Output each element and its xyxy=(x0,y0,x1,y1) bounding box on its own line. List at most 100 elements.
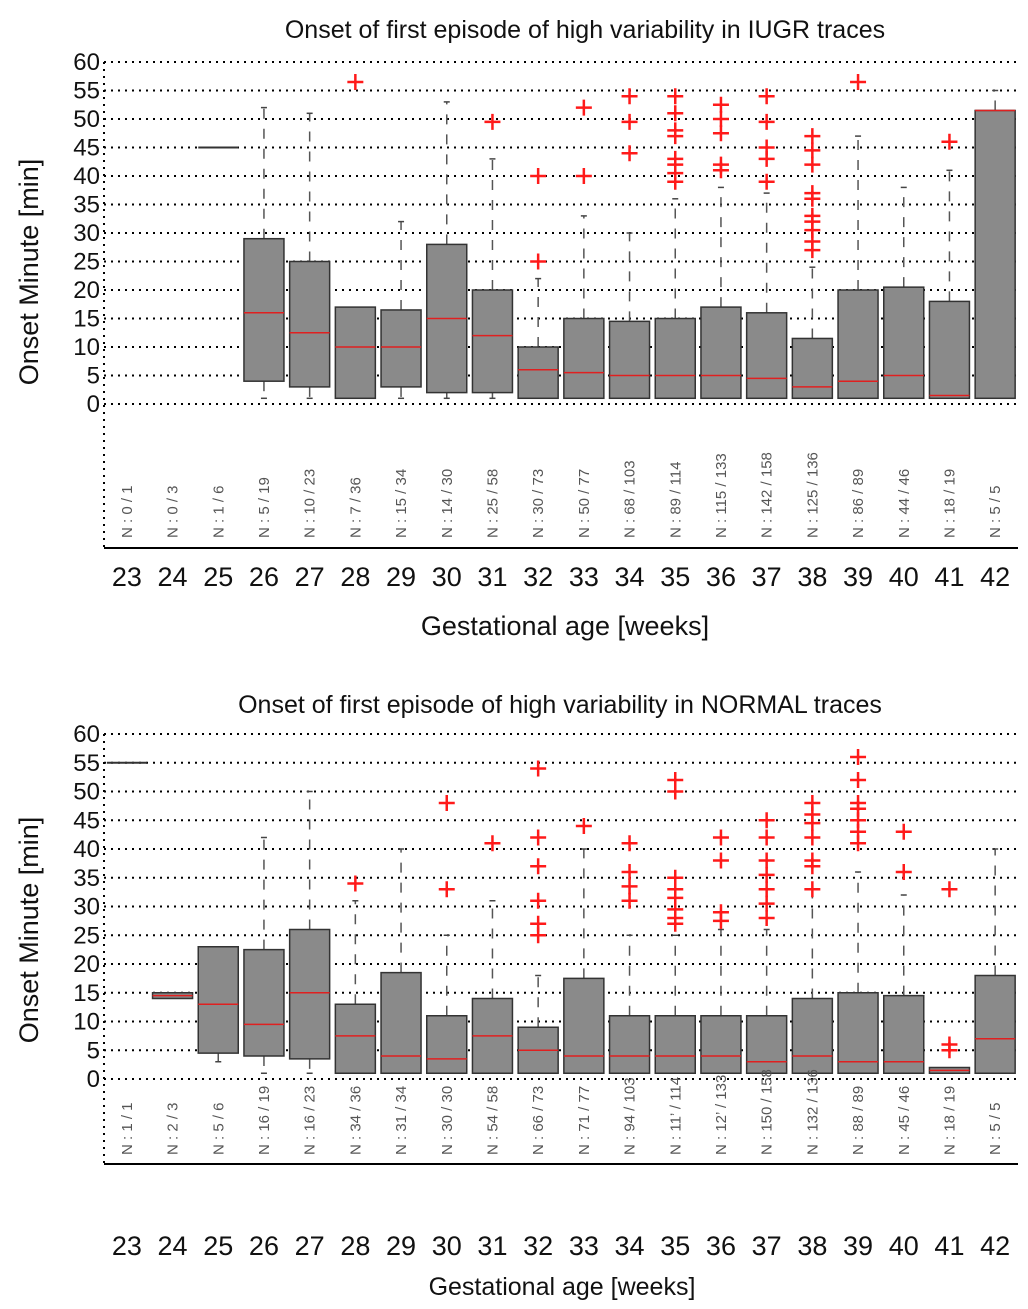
iugr-x-tick-label: 41 xyxy=(934,562,964,592)
normal-outlier-marker xyxy=(530,858,547,875)
normal-x-tick-label: 33 xyxy=(569,1231,599,1261)
normal-x-tick-label: 39 xyxy=(843,1231,873,1261)
normal-n-label: N : 16 / 23 xyxy=(302,1086,319,1155)
iugr-outlier-marker xyxy=(758,139,775,156)
normal-x-tick-label: 32 xyxy=(523,1231,553,1261)
iugr-y-axis-label: Onset Minute [min] xyxy=(14,159,44,386)
normal-chart-title: Onset of first episode of high variabili… xyxy=(238,691,882,719)
normal-outlier-marker xyxy=(484,835,501,852)
iugr-x-tick-label: 36 xyxy=(706,562,736,592)
normal-outlier-marker xyxy=(758,812,775,829)
iugr-outlier-marker xyxy=(804,128,821,145)
normal-box xyxy=(745,1015,788,1074)
normal-outlier-marker xyxy=(895,864,912,880)
iugr-x-tick-label: 31 xyxy=(477,562,507,592)
iugr-outlier-marker xyxy=(712,96,729,113)
normal-outlier-marker xyxy=(850,749,867,765)
normal-outlier-marker xyxy=(667,869,684,886)
iugr-x-tick-label: 34 xyxy=(615,562,645,592)
normal-box xyxy=(654,1015,696,1074)
normal-x-tick-label: 27 xyxy=(295,1231,325,1261)
normal-outlier-marker xyxy=(758,866,775,883)
iugr-outlier-marker xyxy=(758,173,775,190)
normal-outlier-marker xyxy=(530,829,547,846)
iugr-n-label: N : 10 / 23 xyxy=(302,469,319,538)
iugr-n-label: N : 89 / 114 xyxy=(667,462,684,538)
normal-outlier-marker xyxy=(804,881,821,898)
normal-chart: Onset of first episode of high variabili… xyxy=(14,691,1018,1301)
iugr-y-tick-label: 60 xyxy=(73,49,100,76)
normal-y-tick-label: 55 xyxy=(73,750,100,777)
iugr-y-tick-label: 40 xyxy=(73,163,100,190)
iugr-box xyxy=(654,317,696,400)
normal-n-label: N : 30 / 30 xyxy=(439,1086,456,1155)
normal-x-axis-label: Gestational age [weeks] xyxy=(429,1273,696,1301)
iugr-n-label: N : 142 / 158 xyxy=(759,452,776,538)
iugr-y-tick-label: 25 xyxy=(73,249,100,276)
iugr-x-tick-label: 38 xyxy=(797,562,827,592)
normal-outlier-marker xyxy=(804,829,821,846)
normal-outlier-marker xyxy=(712,852,729,869)
iugr-outlier-marker xyxy=(941,133,958,150)
normal-n-label: N : 18 / 19 xyxy=(941,1086,958,1155)
iugr-n-label: N : 50 / 77 xyxy=(576,469,593,538)
normal-outlier-marker xyxy=(804,795,821,811)
normal-n-label: N : 2 / 3 xyxy=(165,1102,182,1155)
iugr-outlier-marker xyxy=(712,156,729,173)
normal-y-tick-label: 50 xyxy=(73,779,100,806)
iugr-outlier-marker xyxy=(347,73,364,90)
normal-outlier-marker xyxy=(804,852,821,869)
normal-box xyxy=(837,992,879,1074)
normal-outlier-marker xyxy=(621,878,638,895)
iugr-n-label: N : 15 / 34 xyxy=(393,469,410,538)
iugr-x-tick-label: 23 xyxy=(112,562,142,592)
normal-n-label: N : 71 / 77 xyxy=(576,1086,593,1155)
iugr-n-label: N : 68 / 103 xyxy=(622,460,639,538)
iugr-x-tick-label: 25 xyxy=(203,562,233,592)
iugr-n-label: N : 0 / 3 xyxy=(165,485,182,538)
iugr-chart: Onset of first episode of high variabili… xyxy=(14,16,1018,641)
normal-x-tick-label: 41 xyxy=(934,1231,964,1261)
normal-outlier-marker xyxy=(621,864,638,880)
normal-box xyxy=(700,1015,742,1074)
normal-x-tick-label: 42 xyxy=(980,1231,1010,1261)
iugr-outlier-marker xyxy=(484,113,501,130)
normal-box xyxy=(197,946,239,1054)
normal-outlier-marker xyxy=(850,772,867,788)
iugr-y-tick-label: 15 xyxy=(73,306,100,333)
iugr-outlier-marker xyxy=(667,122,684,139)
iugr-x-tick-label: 30 xyxy=(432,562,462,592)
iugr-outlier-marker xyxy=(530,253,547,270)
normal-n-label: N : 132 / 136 xyxy=(804,1069,821,1155)
iugr-box xyxy=(608,320,651,400)
iugr-outlier-marker xyxy=(804,185,821,202)
iugr-box xyxy=(745,312,788,400)
normal-outlier-marker xyxy=(438,881,455,898)
iugr-outlier-marker xyxy=(712,111,729,127)
iugr-n-label: N : 1 / 6 xyxy=(210,485,227,538)
iugr-y-tick-label: 0 xyxy=(87,391,100,418)
iugr-n-label: N : 115 / 133 xyxy=(713,453,730,538)
iugr-outlier-marker xyxy=(667,150,684,167)
iugr-box xyxy=(700,306,742,400)
normal-n-label: N : 66 / 73 xyxy=(530,1086,547,1155)
normal-outlier-marker xyxy=(621,892,638,909)
iugr-y-tick-label: 5 xyxy=(87,363,100,390)
normal-n-label: N : 54 / 58 xyxy=(484,1086,501,1155)
iugr-box xyxy=(380,309,422,388)
normal-box xyxy=(608,1015,651,1074)
normal-x-tick-label: 36 xyxy=(706,1231,736,1261)
iugr-outlier-marker xyxy=(712,125,729,142)
normal-outlier-marker xyxy=(712,829,729,846)
iugr-x-tick-label: 40 xyxy=(889,562,919,592)
normal-outlier-marker xyxy=(621,835,638,852)
iugr-chart-title: Onset of first episode of high variabili… xyxy=(285,16,885,44)
iugr-n-label: N : 25 / 58 xyxy=(484,469,501,538)
iugr-y-tick-label: 45 xyxy=(73,135,100,162)
iugr-n-label: N : 18 / 19 xyxy=(941,469,958,538)
iugr-n-label: N : 125 / 136 xyxy=(804,452,821,538)
normal-x-tick-label: 38 xyxy=(797,1231,827,1261)
normal-n-label: N : 11’ / 114 xyxy=(667,1077,684,1155)
iugr-box xyxy=(837,289,879,400)
